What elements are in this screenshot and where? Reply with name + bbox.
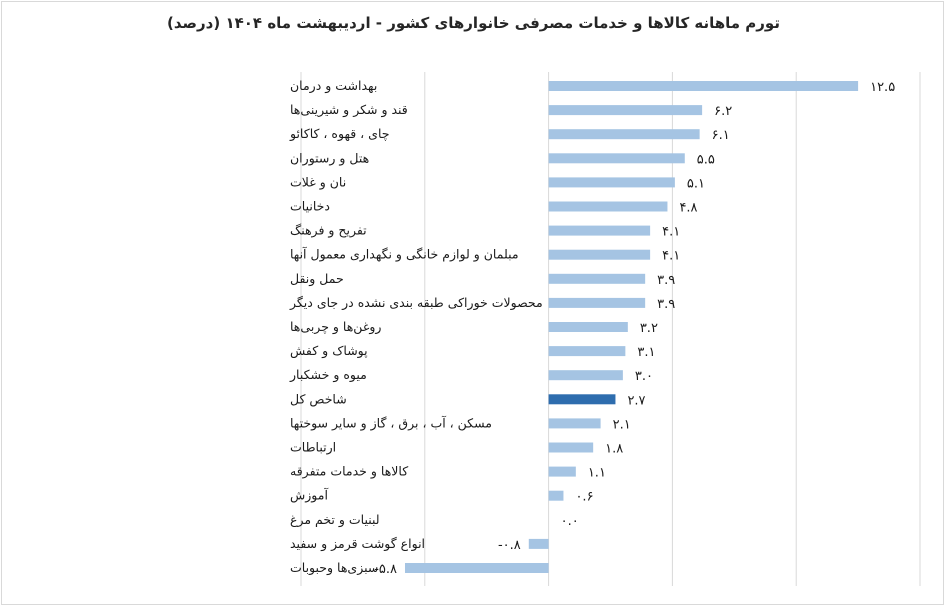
bar-5 [548,201,668,212]
bar-12 [548,370,623,381]
bar-9 [548,297,646,308]
value-label-20: -۵.۸ [374,562,397,577]
category-label-7: مبلمان و لوازم خانگی و نگهداری معمول آنه… [290,247,519,263]
category-label-18: لبنیات و تخم مرغ [290,512,380,528]
bar-6 [548,225,651,236]
category-label-19: انواع گوشت قرمز و سفید [290,536,425,552]
value-label-11: ۳.۱ [637,345,655,360]
value-label-8: ۳.۹ [657,273,675,288]
bar-1 [548,105,703,116]
value-label-7: ۴.۱ [662,249,680,264]
value-label-14: ۲.۱ [613,417,631,432]
bar-4 [548,177,675,188]
category-label-17: آموزش [290,488,328,504]
value-label-1: ۶.۲ [714,104,732,119]
value-label-0: ۱۲.۵ [870,80,895,95]
labels: بهداشت و درمان ۱۲.۵ قند و شکر و شیرینی‌ها ۶… [289,78,895,577]
bar-14 [548,418,601,429]
category-label-3: هتل و رستوران [290,150,369,166]
chart-title: تورم ماهانه کالاها و خدمات مصرفی خانواره… [167,14,780,32]
category-label-11: پوشاک و کفش [290,343,368,359]
bar-19 [528,538,549,549]
value-label-3: ۵.۵ [697,152,715,167]
value-label-17: ۰.۶ [575,490,593,505]
value-label-6: ۴.۱ [662,225,680,240]
category-label-1: قند و شکر و شیرینی‌ها [290,102,408,118]
bars [404,81,859,573]
category-label-20: سبزی‌ها وحبوبات [290,560,378,576]
category-label-0: بهداشت و درمان [290,78,377,94]
bar-0 [548,81,859,91]
category-label-16: کالاها و خدمات متفرقه [290,464,408,480]
bar-17 [548,490,564,501]
value-label-13: ۲.۷ [627,393,645,408]
bar-2 [548,129,700,140]
bar-10 [548,322,628,332]
bar-13 [548,394,616,405]
value-label-10: ۳.۲ [640,321,658,336]
category-label-14: مسکن ، آب ، برق ، گاز و سایر سوختها [290,415,492,431]
value-label-18: ۰.۰ [561,514,579,529]
category-label-12: میوه و خشکبار [289,367,367,383]
value-label-16: ۱.۱ [588,466,606,481]
bar-7 [548,249,651,260]
value-label-12: ۳.۰ [635,369,653,384]
category-label-10: روغن‌ها و چربی‌ها [290,319,381,335]
value-label-4: ۵.۱ [687,176,705,191]
category-label-5: دخانیات [290,199,330,214]
value-label-19: -۰.۸ [498,538,521,553]
value-label-5: ۴.۸ [679,201,697,216]
category-label-4: نان و غلات [290,174,346,190]
value-label-2: ۶.۱ [712,128,730,143]
bar-20 [404,563,549,573]
bar-11 [548,346,626,357]
category-label-8: حمل ونقل [290,271,344,287]
category-label-13: شاخص کل [290,391,347,407]
category-label-9: محصولات خوراکی طبقه بندی نشده در جای دیگ… [289,295,543,311]
value-label-9: ۳.۹ [657,297,675,312]
category-label-2: چای ، قهوه ، کاکائو [289,126,389,142]
bar-16 [548,466,576,477]
bar-8 [548,273,646,284]
bar-3 [548,153,685,164]
bar-15 [548,442,594,453]
value-label-15: ۱.۸ [605,442,623,457]
category-label-15: ارتباطات [290,440,336,456]
category-label-6: تفریح و فرهنگ [290,223,367,239]
